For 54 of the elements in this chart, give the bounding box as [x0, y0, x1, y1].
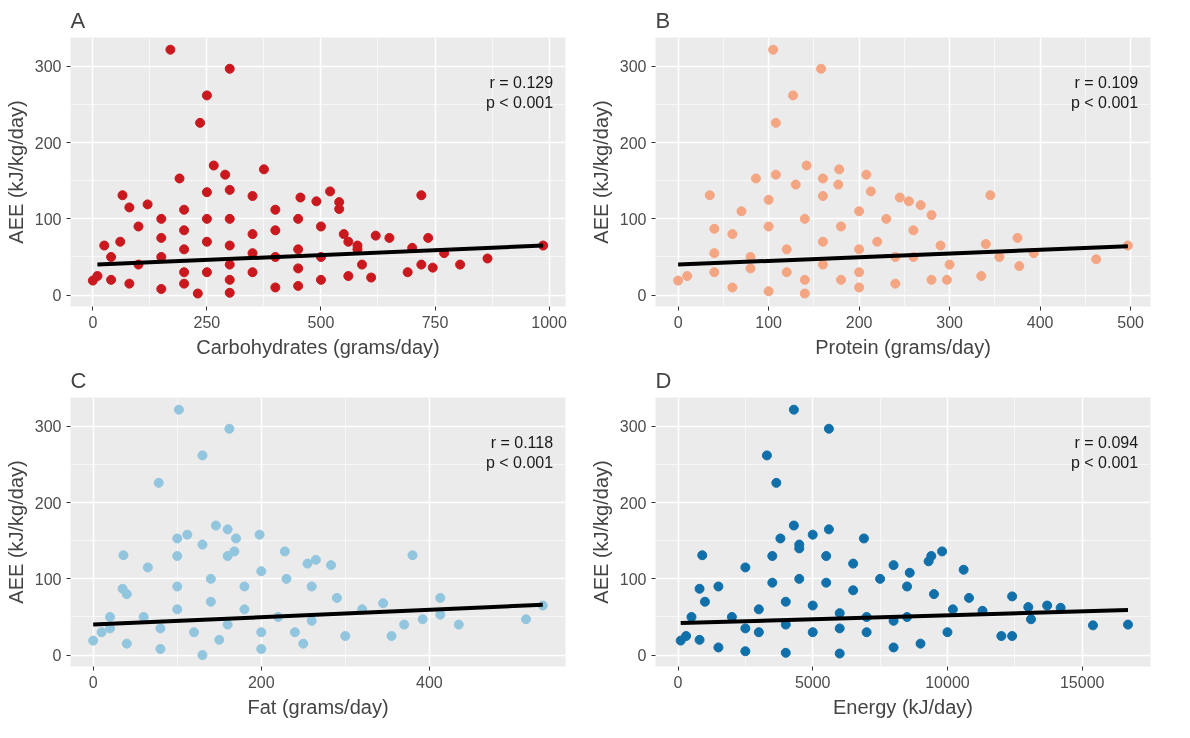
y-axis-title: AEE (kJ/kg/day): [4, 100, 27, 244]
x-tick-label: 500: [307, 313, 335, 331]
y-tick-label: 200: [619, 494, 647, 512]
annotation: p < 0.001: [1070, 94, 1139, 112]
y-axis-title: AEE (kJ/kg/day): [589, 100, 612, 244]
x-tick-label: 0: [673, 313, 683, 331]
y-tick-label: 100: [619, 210, 647, 228]
x-tick-label: 200: [845, 313, 873, 331]
annotation: r = 0.129: [489, 74, 554, 92]
y-tick-label: 300: [619, 418, 647, 436]
y-tick-label: 100: [619, 570, 647, 588]
x-tick-label: 10000: [925, 673, 970, 691]
x-tick-label: 300: [936, 313, 964, 331]
y-tick-label: 300: [34, 58, 62, 76]
x-tick-label: 0: [88, 673, 98, 691]
annotation: r = 0.118: [490, 434, 554, 452]
y-tick-label: 0: [637, 647, 647, 665]
y-tick-label: 0: [637, 287, 647, 305]
y-tick-label: 100: [34, 570, 62, 588]
annotation: p < 0.001: [485, 94, 554, 112]
annotation: r = 0.094: [1074, 434, 1139, 452]
x-axis-title: Fat (grams/day): [247, 695, 389, 718]
y-tick-label: 300: [619, 58, 647, 76]
chart-title: B: [655, 7, 671, 33]
x-tick-label: 400: [1026, 313, 1054, 331]
y-axis-title: AEE (kJ/kg/day): [4, 460, 27, 604]
y-tick-label: 200: [34, 134, 62, 152]
chart-title: A: [70, 7, 86, 33]
x-tick-label: 0: [673, 673, 683, 691]
x-tick-label: 250: [193, 313, 221, 331]
x-tick-label: 500: [1117, 313, 1145, 331]
y-tick-label: 200: [619, 134, 647, 152]
annotation: r = 0.109: [1074, 74, 1139, 92]
x-tick-label: 15000: [1059, 673, 1105, 691]
y-tick-label: 300: [34, 418, 62, 436]
x-tick-label: 100: [755, 313, 783, 331]
x-tick-label: 0: [88, 313, 98, 331]
x-tick-label: 400: [416, 673, 443, 691]
y-axis-title: AEE (kJ/kg/day): [589, 460, 612, 604]
annotation: p < 0.001: [1070, 454, 1139, 472]
y-tick-label: 200: [34, 494, 62, 512]
x-tick-label: 1000: [531, 313, 567, 331]
x-tick-label: 5000: [794, 673, 831, 691]
x-axis-title: Energy (kJ/day): [832, 695, 974, 718]
x-axis-title: Protein (grams/day): [815, 335, 991, 358]
annotation: p < 0.001: [485, 454, 554, 472]
chart-title: D: [655, 367, 672, 393]
y-tick-label: 0: [52, 647, 62, 665]
y-tick-label: 100: [34, 210, 62, 228]
chart-title: C: [70, 367, 87, 393]
x-tick-label: 750: [421, 313, 449, 331]
x-axis-title: Carbohydrates (grams/day): [196, 335, 440, 358]
y-tick-label: 0: [52, 287, 62, 305]
x-tick-label: 200: [247, 673, 275, 691]
